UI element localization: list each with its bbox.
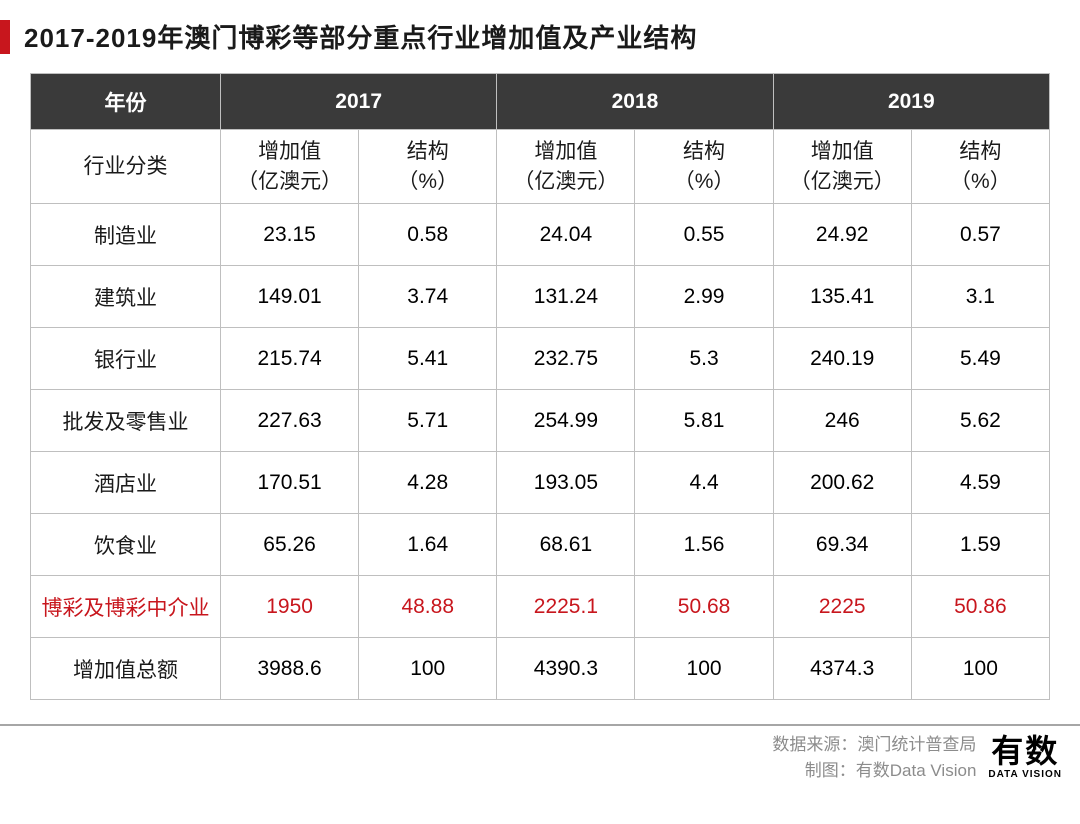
row-label: 饮食业	[31, 514, 221, 576]
cell-p19: 1.59	[911, 514, 1049, 576]
table-header-sub: 行业分类 增加值（亿澳元） 结构（%） 增加值（亿澳元） 结构（%） 增加值（亿…	[31, 130, 1050, 204]
logo-sub: DATA VISION	[988, 769, 1062, 781]
row-label: 博彩及博彩中介业	[31, 576, 221, 638]
header-value-2019: 增加值（亿澳元）	[773, 130, 911, 204]
cell-p19: 3.1	[911, 266, 1049, 328]
cell-v17: 149.01	[221, 266, 359, 328]
table-header-years: 年份 2017 2018 2019	[31, 74, 1050, 130]
cell-p17: 5.71	[359, 390, 497, 452]
table-row: 银行业215.745.41232.755.3240.195.49	[31, 328, 1050, 390]
cell-v17: 227.63	[221, 390, 359, 452]
table-container: 年份 2017 2018 2019 行业分类 增加值（亿澳元） 结构（%） 增加…	[0, 73, 1080, 700]
cell-p18: 100	[635, 638, 773, 700]
accent-bar	[0, 20, 10, 54]
cell-p19: 0.57	[911, 204, 1049, 266]
cell-v19: 24.92	[773, 204, 911, 266]
cell-p17: 3.74	[359, 266, 497, 328]
header-pct-2017: 结构（%）	[359, 130, 497, 204]
cell-p19: 5.62	[911, 390, 1049, 452]
row-label: 制造业	[31, 204, 221, 266]
header-category-label: 行业分类	[31, 130, 221, 204]
industry-table: 年份 2017 2018 2019 行业分类 增加值（亿澳元） 结构（%） 增加…	[30, 73, 1050, 700]
cell-p18: 0.55	[635, 204, 773, 266]
maker-value: 有数Data Vision	[856, 761, 977, 780]
header-value-2017: 增加值（亿澳元）	[221, 130, 359, 204]
cell-v17: 1950	[221, 576, 359, 638]
cell-v17: 215.74	[221, 328, 359, 390]
cell-p18: 1.56	[635, 514, 773, 576]
header-pct-2018: 结构（%）	[635, 130, 773, 204]
cell-v18: 193.05	[497, 452, 635, 514]
table-row: 建筑业149.013.74131.242.99135.413.1	[31, 266, 1050, 328]
row-label: 增加值总额	[31, 638, 221, 700]
footer-credits: 数据来源：澳门统计普查局 制图：有数Data Vision	[772, 732, 976, 783]
page-title: 2017-2019年澳门博彩等部分重点行业增加值及产业结构	[24, 18, 697, 55]
table-row: 批发及零售业227.635.71254.995.812465.62	[31, 390, 1050, 452]
cell-v19: 2225	[773, 576, 911, 638]
cell-p18: 5.81	[635, 390, 773, 452]
cell-p19: 100	[911, 638, 1049, 700]
cell-p18: 4.4	[635, 452, 773, 514]
header-year-label: 年份	[31, 74, 221, 130]
cell-v18: 254.99	[497, 390, 635, 452]
source-value: 澳门统计普查局	[857, 735, 976, 754]
cell-p18: 5.3	[635, 328, 773, 390]
cell-v19: 200.62	[773, 452, 911, 514]
cell-p17: 0.58	[359, 204, 497, 266]
table-body: 制造业23.150.5824.040.5524.920.57建筑业149.013…	[31, 204, 1050, 700]
row-label: 批发及零售业	[31, 390, 221, 452]
cell-v18: 68.61	[497, 514, 635, 576]
cell-p19: 5.49	[911, 328, 1049, 390]
header-year-2019: 2019	[773, 74, 1049, 130]
table-row: 博彩及博彩中介业195048.882225.150.68222550.86	[31, 576, 1050, 638]
maker-label: 制图：	[805, 761, 856, 780]
cell-v19: 240.19	[773, 328, 911, 390]
header-year-2017: 2017	[221, 74, 497, 130]
header-pct-2019: 结构（%）	[911, 130, 1049, 204]
table-row: 制造业23.150.5824.040.5524.920.57	[31, 204, 1050, 266]
cell-v17: 3988.6	[221, 638, 359, 700]
cell-v18: 131.24	[497, 266, 635, 328]
row-label: 建筑业	[31, 266, 221, 328]
cell-p19: 4.59	[911, 452, 1049, 514]
cell-p18: 50.68	[635, 576, 773, 638]
cell-v18: 2225.1	[497, 576, 635, 638]
cell-v18: 4390.3	[497, 638, 635, 700]
row-label: 酒店业	[31, 452, 221, 514]
cell-p17: 4.28	[359, 452, 497, 514]
cell-p17: 100	[359, 638, 497, 700]
cell-v17: 23.15	[221, 204, 359, 266]
header: 2017-2019年澳门博彩等部分重点行业增加值及产业结构	[0, 0, 1080, 73]
source-label: 数据来源：	[772, 735, 857, 754]
cell-p18: 2.99	[635, 266, 773, 328]
cell-v19: 135.41	[773, 266, 911, 328]
header-year-2018: 2018	[497, 74, 773, 130]
cell-v19: 246	[773, 390, 911, 452]
table-row: 增加值总额3988.61004390.31004374.3100	[31, 638, 1050, 700]
cell-v19: 69.34	[773, 514, 911, 576]
brand-logo: 有数 DATA VISION	[988, 735, 1062, 781]
cell-v17: 65.26	[221, 514, 359, 576]
row-label: 银行业	[31, 328, 221, 390]
table-row: 饮食业65.261.6468.611.5669.341.59	[31, 514, 1050, 576]
cell-p17: 48.88	[359, 576, 497, 638]
logo-main: 有数	[991, 735, 1059, 767]
cell-v19: 4374.3	[773, 638, 911, 700]
cell-v17: 170.51	[221, 452, 359, 514]
cell-p19: 50.86	[911, 576, 1049, 638]
footer: 数据来源：澳门统计普查局 制图：有数Data Vision 有数 DATA VI…	[0, 724, 1080, 783]
cell-v18: 24.04	[497, 204, 635, 266]
cell-p17: 5.41	[359, 328, 497, 390]
table-row: 酒店业170.514.28193.054.4200.624.59	[31, 452, 1050, 514]
header-value-2018: 增加值（亿澳元）	[497, 130, 635, 204]
cell-p17: 1.64	[359, 514, 497, 576]
cell-v18: 232.75	[497, 328, 635, 390]
